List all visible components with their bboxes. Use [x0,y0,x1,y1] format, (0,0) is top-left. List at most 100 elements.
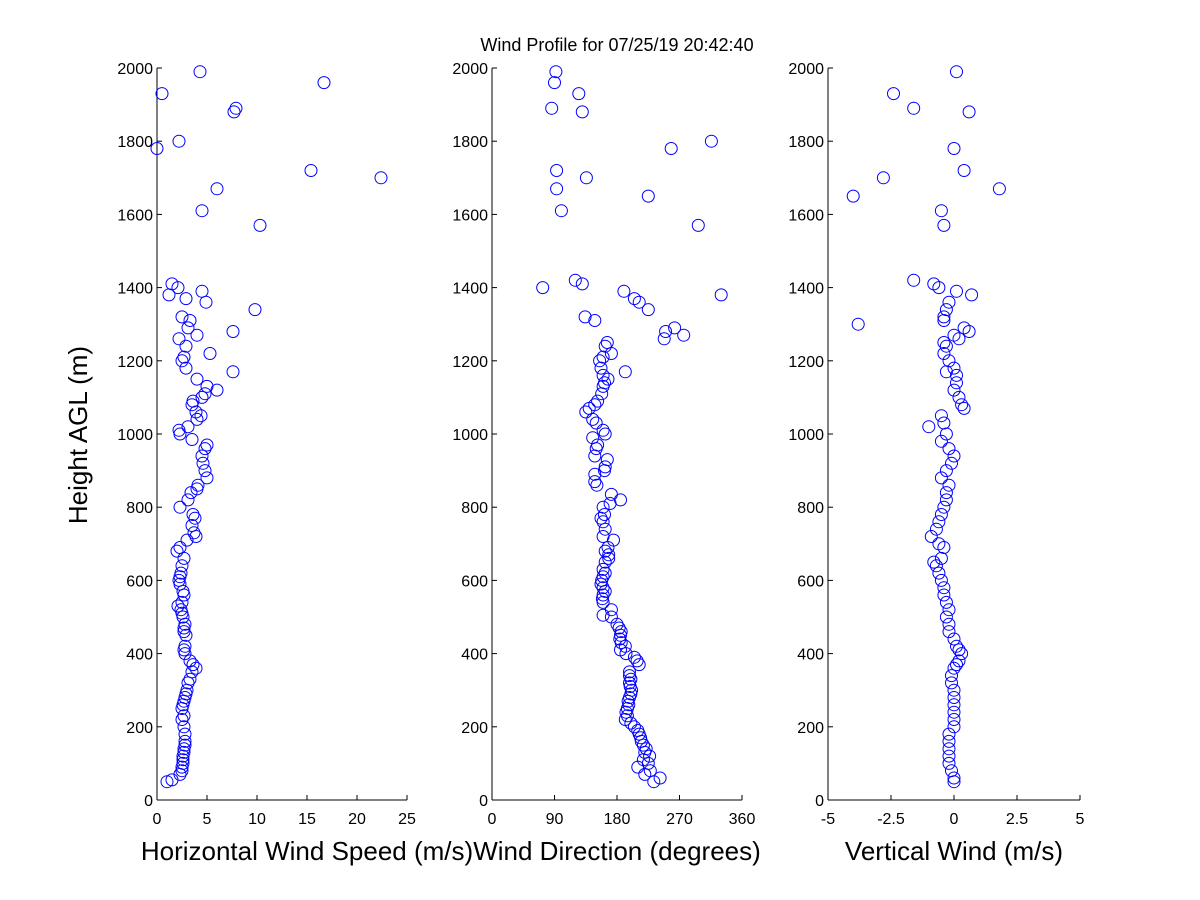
data-point [714,288,728,302]
data-point [173,541,187,554]
data-point [947,683,961,697]
data-point [175,310,189,324]
y-tick-label: 1200 [788,354,824,371]
y-tick-label: 2000 [788,61,824,78]
data-point [195,390,209,404]
data-point [176,756,190,770]
data-point [627,720,641,734]
data-point [593,354,607,368]
y-tick-label: 200 [461,720,488,737]
data-point [176,753,190,767]
data-point [185,433,199,446]
data-point [174,603,188,617]
x-tick-label: 0 [488,811,497,828]
data-point [955,647,969,661]
data-point [545,101,559,115]
data-point [575,105,589,119]
data-point [191,478,205,492]
y-tick-label: 800 [461,500,488,517]
data-point [536,281,550,295]
data-point [627,650,641,664]
data-point [939,303,953,317]
data-point [942,603,956,617]
data-point [598,339,612,353]
data-point [942,625,956,639]
data-point [932,515,946,529]
data-point [934,508,948,521]
data-point [185,519,199,532]
y-tick-label: 200 [797,720,824,737]
data-point [173,500,187,514]
data-point [947,713,961,726]
data-point [623,665,636,679]
data-point [947,142,961,155]
data-point [177,720,191,734]
data-point [947,771,961,785]
data-point [177,551,191,565]
y-tick-label: 0 [479,793,488,810]
y-tick-label: 600 [126,573,153,590]
data-point [934,573,948,587]
data-point [934,551,948,565]
panel-vertical-wind: 0 200 400 600 800 1000 1200 1400 1600 1800 2000 -5 -… [788,61,1084,866]
data-point [594,361,608,375]
data-point [643,749,657,763]
data-point [183,654,197,668]
data-point [937,218,951,232]
data-point [612,621,626,635]
data-point [937,416,951,430]
data-point [186,658,200,672]
data-point [602,551,616,565]
y-tick-label: 1600 [117,207,153,224]
data-point [604,603,618,617]
y-tick-label: 1000 [452,427,488,444]
data-point [636,738,650,752]
figure-title: Wind Profile for 07/25/19 20:42:40 [480,35,753,55]
data-point [568,273,582,287]
data-point [643,764,657,778]
data-point [942,727,956,741]
data-point [226,365,240,379]
data-point [598,427,612,441]
data-point [950,368,963,382]
data-point [179,361,193,375]
data-point [627,292,641,306]
data-point [937,336,951,349]
data-point [210,182,224,196]
data-point [591,394,605,408]
data-point [632,658,646,672]
data-point [248,303,262,317]
data-point [937,541,951,554]
data-point [937,588,951,602]
data-point [229,101,243,115]
y-tick-label: 400 [126,647,153,664]
data-point [374,171,388,185]
data-point [199,295,213,309]
data-point [172,423,186,437]
data-point [187,526,201,540]
data-point [945,456,958,470]
y-tick-label: 400 [797,647,824,664]
y-tick-label: 1400 [452,281,488,298]
data-point [188,511,202,525]
data-point [596,588,610,602]
data-point [623,669,636,683]
data-point [177,745,191,759]
x-tick-label: -5 [821,811,835,828]
data-point [227,105,241,119]
data-point [596,350,610,364]
data-point [590,478,604,492]
data-point [939,339,953,353]
data-point [618,365,632,379]
data-point [668,321,682,335]
data-point [178,738,192,752]
data-point [962,105,976,119]
data-point [150,142,164,155]
data-point [600,336,614,349]
data-point [588,475,602,489]
data-point [186,508,200,521]
data-point [591,438,605,452]
y-tick-label: 800 [126,500,153,517]
data-point [317,76,331,90]
data-point [945,669,958,683]
